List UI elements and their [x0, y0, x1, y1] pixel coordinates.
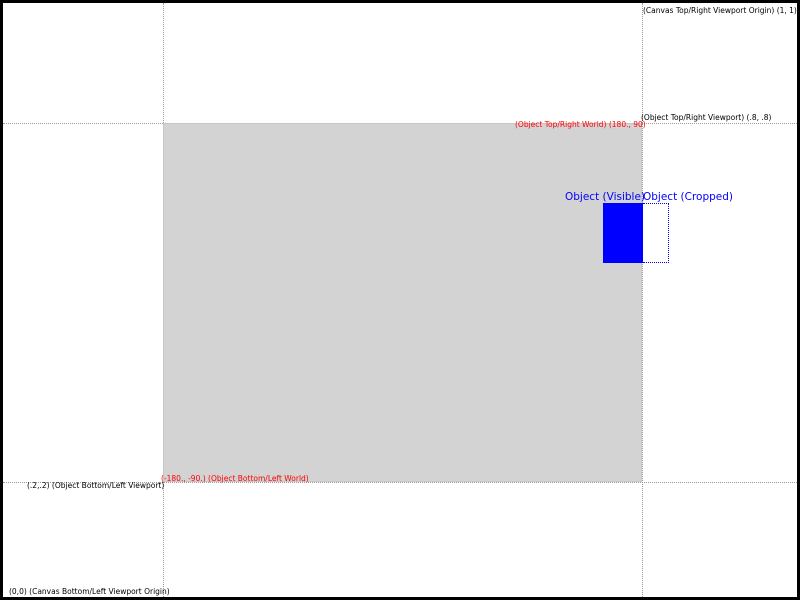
object-viewport-area — [163, 123, 642, 482]
right-viewport-guide-line — [642, 3, 643, 597]
canvas-top-right-label: (Canvas Top/Right Viewport Origin) (1, 1… — [643, 6, 797, 15]
object-visible-rect — [603, 203, 643, 263]
object-bottom-left-world-label: (-180., -90.) (Object Bottom/Left World) — [161, 474, 309, 483]
object-cropped-rect — [643, 203, 669, 263]
object-top-right-world-label: (Object Top/Right World) (180., 90) — [515, 120, 646, 129]
object-visible-label: Object (Visible) — [565, 191, 646, 203]
object-top-right-viewport-label: (Object Top/Right Viewport) (.8, .8) — [641, 113, 772, 122]
object-cropped-label: Object (Cropped) — [643, 191, 734, 203]
object-bottom-left-viewport-label: (.2,.2) (Object Bottom/Left Viewport) — [27, 481, 165, 490]
canvas-bottom-left-label: (0,0) (Canvas Bottom/Left Viewport Origi… — [9, 587, 170, 596]
bottom-viewport-guide-line — [3, 482, 797, 483]
